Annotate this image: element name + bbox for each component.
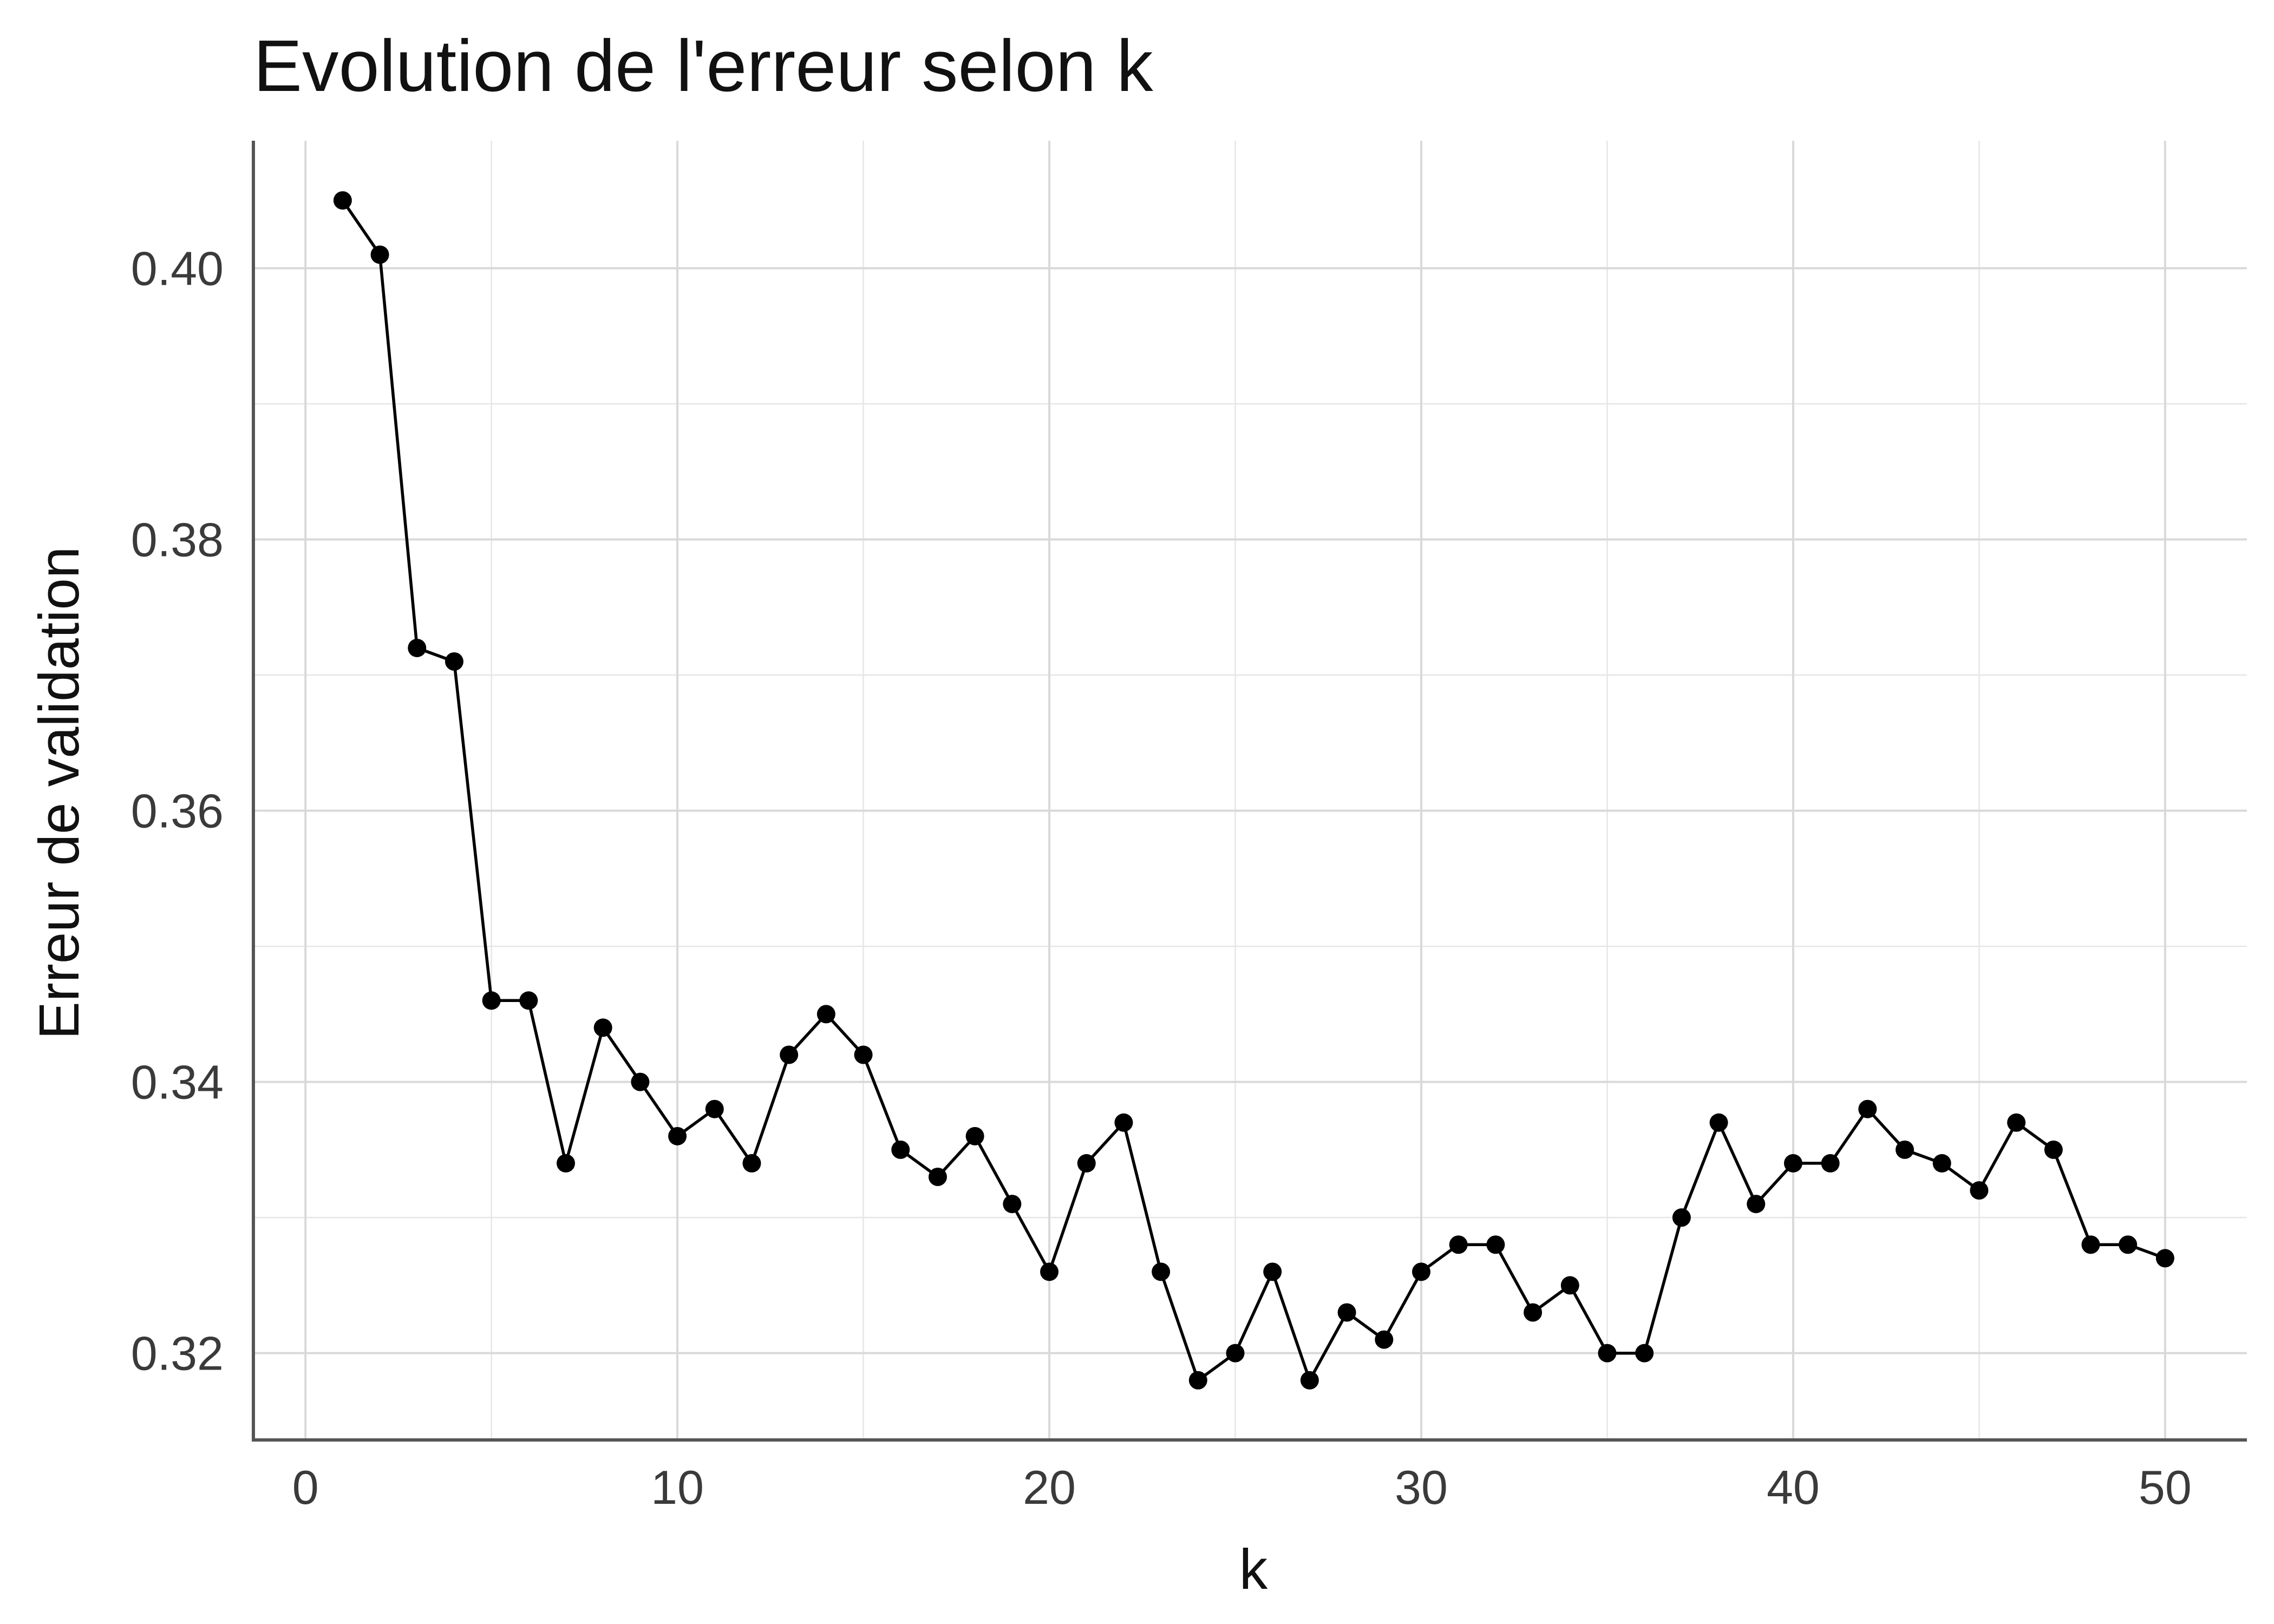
data-point [1783, 1154, 1802, 1173]
data-point [965, 1127, 984, 1145]
data-point [1524, 1303, 1543, 1322]
data-point [1040, 1262, 1059, 1281]
data-point [1932, 1154, 1951, 1173]
data-point [780, 1045, 799, 1064]
data-point [519, 991, 538, 1010]
data-point [1449, 1235, 1468, 1254]
x-tick-label: 20 [1023, 1461, 1076, 1514]
data-point [2119, 1235, 2138, 1254]
data-point [1188, 1371, 1207, 1390]
axes [252, 141, 2247, 1442]
data-point [482, 991, 501, 1010]
data-point [1896, 1140, 1914, 1159]
data-point [370, 245, 389, 264]
data-point [1635, 1344, 1654, 1363]
x-tick-label: 40 [1767, 1461, 1820, 1514]
data-point [1114, 1113, 1133, 1132]
data-point [2007, 1113, 2026, 1132]
data-point [705, 1099, 724, 1118]
y-tick-label: 0.38 [131, 513, 224, 567]
data-point [2155, 1249, 2174, 1268]
y-tick-label: 0.40 [131, 241, 224, 295]
data-point [1821, 1154, 1840, 1173]
data-point [1152, 1262, 1171, 1281]
data-point [1003, 1195, 1022, 1214]
data-point [333, 191, 352, 210]
y-axis-title: Erreur de validation [28, 547, 91, 1040]
data-point [668, 1127, 687, 1145]
data-point [2044, 1140, 2063, 1159]
grid-lines [253, 141, 2247, 1440]
data-point [631, 1072, 650, 1091]
data-point [593, 1018, 612, 1037]
tick-labels: 0 10 20 30 40 50 0.32 0.34 0.36 0.38 0.40 [131, 241, 2192, 1514]
data-point [1300, 1371, 1319, 1390]
data-point [816, 1005, 835, 1024]
data-point [1858, 1099, 1877, 1118]
x-tick-label: 30 [1395, 1461, 1448, 1514]
x-tick-label: 0 [292, 1461, 319, 1514]
y-tick-label: 0.36 [131, 784, 224, 838]
data-point [1226, 1344, 1245, 1363]
data-point [928, 1167, 947, 1186]
series-line [341, 199, 2166, 1382]
data-point [1560, 1276, 1579, 1295]
data-point [1747, 1195, 1766, 1214]
data-point [557, 1154, 576, 1173]
y-tick-label: 0.32 [131, 1327, 224, 1380]
y-tick-label: 0.34 [131, 1056, 224, 1109]
x-tick-label: 10 [651, 1461, 704, 1514]
data-point [742, 1154, 761, 1173]
data-point [891, 1140, 910, 1159]
data-point [408, 638, 427, 657]
data-point [1263, 1262, 1282, 1281]
data-point [1486, 1235, 1505, 1254]
data-point [1709, 1113, 1728, 1132]
data-point [854, 1045, 873, 1064]
x-tick-label: 50 [2139, 1461, 2192, 1514]
data-point [1970, 1181, 1989, 1200]
data-point [1375, 1330, 1394, 1349]
data-point [1077, 1154, 1096, 1173]
data-point [1672, 1208, 1691, 1227]
data-point [2081, 1235, 2100, 1254]
data-point [1412, 1262, 1430, 1281]
data-point [1598, 1344, 1617, 1363]
x-axis-title: k [1239, 1538, 1268, 1601]
data-point [1337, 1303, 1356, 1322]
chart-title: Evolution de l'erreur selon k [253, 25, 1153, 107]
data-point [445, 652, 463, 671]
series-layer [333, 191, 2174, 1390]
